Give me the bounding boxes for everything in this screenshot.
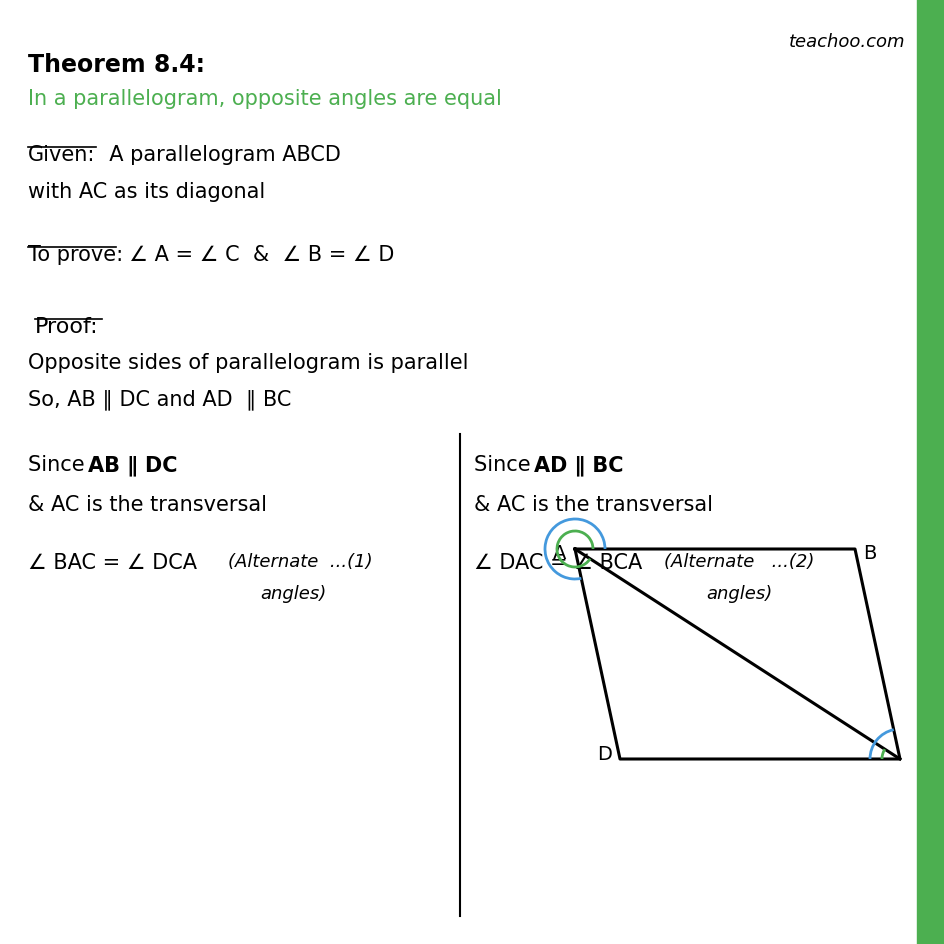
Text: Given:: Given: <box>28 144 95 165</box>
Text: (Alternate   ...(2): (Alternate ...(2) <box>664 552 814 570</box>
Text: B: B <box>863 544 876 563</box>
Text: D: D <box>597 744 612 763</box>
Text: AD ∥ BC: AD ∥ BC <box>533 454 623 475</box>
Text: & AC is the transversal: & AC is the transversal <box>474 495 712 514</box>
Text: ∠ A = ∠ C  &  ∠ B = ∠ D: ∠ A = ∠ C & ∠ B = ∠ D <box>116 244 394 264</box>
Text: (Alternate  ...(1): (Alternate ...(1) <box>228 552 372 570</box>
Text: Proof:: Proof: <box>35 316 98 337</box>
Text: with AC as its diagonal: with AC as its diagonal <box>28 182 265 202</box>
Text: So, AB ∥ DC and AD  ∥ BC: So, AB ∥ DC and AD ∥ BC <box>28 389 291 410</box>
Text: In a parallelogram, opposite angles are equal: In a parallelogram, opposite angles are … <box>28 89 501 109</box>
Text: A: A <box>553 544 566 563</box>
Text: AB ∥ DC: AB ∥ DC <box>88 454 177 475</box>
Text: angles): angles) <box>260 584 326 602</box>
Text: Since: Since <box>474 454 537 475</box>
Text: C: C <box>915 750 929 768</box>
Text: To prove:: To prove: <box>28 244 123 264</box>
Bar <box>916 0 944 944</box>
Text: Opposite sides of parallelogram is parallel: Opposite sides of parallelogram is paral… <box>28 353 468 373</box>
Text: & AC is the transversal: & AC is the transversal <box>28 495 267 514</box>
Text: A parallelogram ABCD: A parallelogram ABCD <box>96 144 341 165</box>
Text: teachoo.com: teachoo.com <box>787 33 904 51</box>
Text: angles): angles) <box>705 584 771 602</box>
Text: Theorem 8.4:: Theorem 8.4: <box>28 53 205 76</box>
Text: ∠ BAC = ∠ DCA: ∠ BAC = ∠ DCA <box>28 552 196 572</box>
Text: ∠ DAC = ∠ BCA: ∠ DAC = ∠ BCA <box>474 552 642 572</box>
Text: Since: Since <box>28 454 92 475</box>
